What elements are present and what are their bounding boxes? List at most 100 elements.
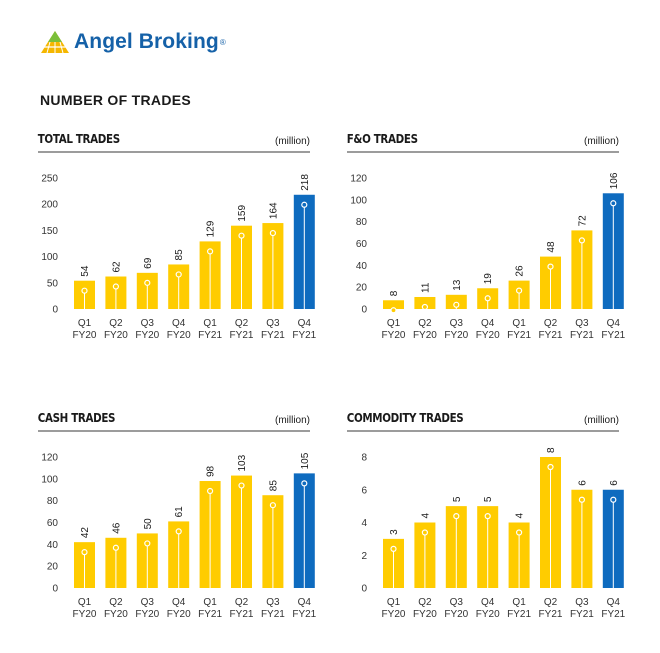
data-label: 103 <box>237 454 248 471</box>
x-tick-label-year: FY21 <box>507 330 531 341</box>
x-tick-label-year: FY21 <box>292 330 316 341</box>
x-tick-label-quarter: Q3 <box>575 318 589 329</box>
y-tick-label: 20 <box>47 562 59 573</box>
x-tick-label-quarter: Q4 <box>298 597 312 608</box>
x-tick-label-quarter: Q1 <box>203 597 217 608</box>
y-tick-label: 50 <box>47 278 59 289</box>
data-label: 54 <box>80 265 91 277</box>
y-tick-label: 0 <box>52 584 58 595</box>
bar-marker <box>547 463 554 471</box>
x-tick-label-year: FY21 <box>539 330 563 341</box>
y-tick-label: 100 <box>41 252 58 263</box>
x-tick-label-year: FY21 <box>230 330 254 341</box>
y-tick-label: 6 <box>361 485 367 496</box>
x-tick-label-quarter: Q2 <box>235 318 249 329</box>
data-label: 98 <box>206 465 217 477</box>
data-label: 164 <box>268 202 279 219</box>
y-tick-label: 0 <box>52 305 58 316</box>
x-tick-label-year: FY21 <box>261 330 285 341</box>
x-tick-label-year: FY21 <box>601 330 625 341</box>
data-label: 4 <box>420 513 431 519</box>
data-label: 8 <box>546 447 557 453</box>
bar-marker <box>547 263 554 270</box>
x-tick-label-quarter: Q1 <box>387 597 401 608</box>
x-tick-label-quarter: Q2 <box>109 597 123 608</box>
x-tick-label-quarter: Q1 <box>512 597 526 608</box>
y-tick-label: 0 <box>361 584 367 595</box>
x-tick-label-quarter: Q1 <box>203 318 217 329</box>
data-label: 61 <box>174 506 185 518</box>
x-tick-label-year: FY21 <box>198 609 222 620</box>
bar <box>383 300 404 309</box>
chart-unit-label: (million) <box>275 136 310 147</box>
y-tick-label: 120 <box>41 453 58 464</box>
x-tick-label-year: FY21 <box>539 609 563 620</box>
page-title: NUMBER OF TRADES <box>40 92 192 108</box>
x-tick-label-year: FY21 <box>601 609 625 620</box>
chart-cash-trades: CASH TRADES (million) 0 20 40 60 80 100 120 42 Q1 F… <box>36 407 326 637</box>
x-tick-label-year: FY20 <box>104 609 128 620</box>
data-label: 6 <box>577 480 588 486</box>
data-label: 8 <box>389 290 400 296</box>
x-tick-label-year: FY20 <box>382 330 406 341</box>
x-tick-label-quarter: Q3 <box>141 318 155 329</box>
x-tick-label-year: FY20 <box>135 330 159 341</box>
x-tick-label-year: FY20 <box>413 330 437 341</box>
x-tick-label-quarter: Q3 <box>450 318 464 329</box>
x-tick-label-quarter: Q4 <box>172 597 186 608</box>
x-tick-label-year: FY20 <box>444 330 468 341</box>
data-label: 50 <box>143 518 154 530</box>
y-tick-label: 200 <box>41 200 58 211</box>
data-label: 106 <box>609 172 620 189</box>
bar-marker <box>301 201 308 208</box>
bar-marker <box>453 301 460 308</box>
bar-marker <box>453 513 460 520</box>
data-label: 62 <box>111 261 122 273</box>
chart-fo-trades: F&O TRADES (million) 0 20 40 60 80 100 120 8 Q1 FY2… <box>345 128 635 358</box>
x-tick-label-year: FY21 <box>570 330 594 341</box>
bar-marker <box>175 271 182 278</box>
bar-marker <box>269 502 276 509</box>
x-tick-label-quarter: Q4 <box>607 597 621 608</box>
bar-marker <box>238 232 245 239</box>
bar-marker <box>390 545 397 552</box>
data-label: 129 <box>206 220 217 237</box>
bar-marker <box>516 287 523 294</box>
data-label: 85 <box>174 249 185 261</box>
x-tick-label-year: FY20 <box>413 609 437 620</box>
brand-logo: Angel Broking ® <box>40 27 226 57</box>
x-tick-label-quarter: Q2 <box>544 597 558 608</box>
data-label: 42 <box>80 527 91 539</box>
data-label: 11 <box>420 282 431 293</box>
bar-marker <box>112 544 120 551</box>
brand-registered-mark: ® <box>219 37 226 47</box>
data-label: 85 <box>268 480 279 492</box>
data-label: 5 <box>483 496 494 502</box>
bar-marker <box>81 287 88 294</box>
data-label: 6 <box>609 480 620 486</box>
y-tick-label: 150 <box>41 226 58 237</box>
x-tick-label-year: FY20 <box>135 609 159 620</box>
y-tick-label: 60 <box>356 239 368 250</box>
x-tick-label-quarter: Q2 <box>235 597 249 608</box>
bar-marker <box>81 549 88 556</box>
bar-marker <box>484 295 491 302</box>
data-label: 69 <box>143 257 154 269</box>
x-tick-label-year: FY20 <box>444 609 468 620</box>
bar-marker <box>207 487 214 495</box>
data-label: 159 <box>237 205 248 222</box>
chart-title: F&O TRADES <box>347 132 418 146</box>
x-tick-label-quarter: Q3 <box>141 597 155 608</box>
bar-marker <box>578 496 585 503</box>
x-tick-label-year: FY21 <box>261 609 285 620</box>
x-tick-label-year: FY20 <box>476 330 500 341</box>
data-label: 4 <box>515 513 526 519</box>
x-tick-label-year: FY20 <box>73 609 97 620</box>
x-tick-label-quarter: Q1 <box>512 318 526 329</box>
data-label: 46 <box>111 522 122 534</box>
bar-marker <box>421 303 429 311</box>
bar-marker <box>421 529 429 536</box>
y-tick-label: 20 <box>356 283 368 294</box>
bar-marker <box>175 528 182 535</box>
data-label: 218 <box>300 174 311 191</box>
